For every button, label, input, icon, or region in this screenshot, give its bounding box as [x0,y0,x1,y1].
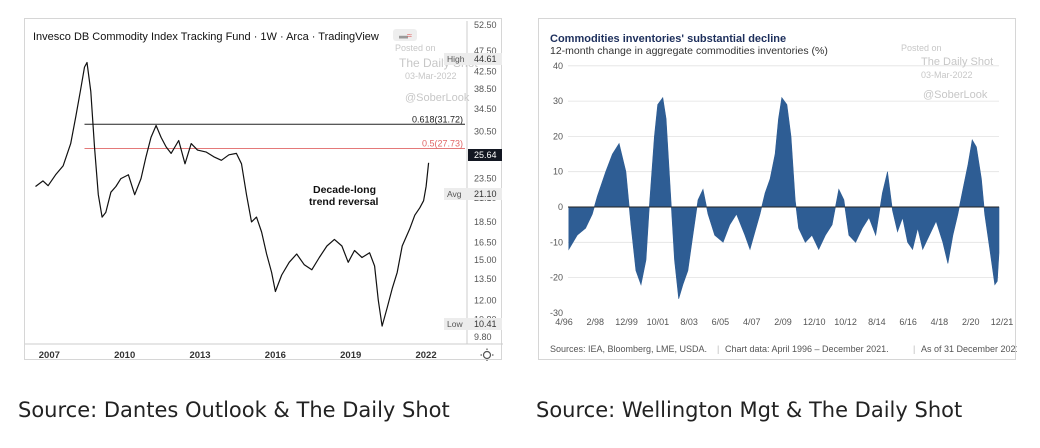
y-tick-13: 42.50 [474,66,497,76]
price-tag-label-3: Low [447,319,463,329]
footer-sources: Sources: IEA, Bloomberg, LME, USDA. [550,344,707,354]
footer-chart-data: Chart data: April 1996 – December 2021. [725,344,889,354]
y-tick-0: 40 [553,61,563,71]
x-tick-1: 2010 [114,350,135,361]
watermark-daily-shot: The Daily Shot [921,56,993,68]
x-tick-2: 2013 [189,350,210,361]
y-tick-11: 34.50 [474,104,497,114]
left-caption: Source: Dantes Outlook & The Daily Shot [18,398,450,422]
y-tick-3: 13.50 [474,274,497,284]
pane-toggle-icon[interactable]: ▬ ≈ [393,29,417,41]
y-tick-3: 10 [553,167,563,177]
price-tag-high [444,53,502,65]
x-tick-10: 8/14 [868,317,886,327]
y-tick-7: -30 [550,308,563,318]
price-tag-value-2: 21.10 [474,189,497,199]
left-watermark: Posted on The Daily Shot 03-Mar-2022 @So… [395,43,478,104]
current-price-tag [468,149,502,161]
right-chart-title: Commodities inventories' substantial dec… [550,33,786,45]
x-tick-14: 12/21 [991,317,1014,327]
x-tick-0: 2007 [39,350,60,361]
watermark-handle: @SoberLook [923,89,988,101]
price-series [35,61,430,327]
inventories-chart: Commodities inventories' substantial dec… [550,33,1017,354]
x-tick-0: 4/96 [555,317,573,327]
y-axis: 40 30 20 10 0 -10 -20 -30 [550,61,563,318]
annotation-line1: Decade-long [313,184,376,196]
price-tag-label-2: Avg [447,189,462,199]
watermark-posted-on: Posted on [395,43,436,53]
x-tick-1: 2/98 [587,317,605,327]
price-line [35,61,430,327]
x-tick-3: 10/01 [647,317,670,327]
level-label-0: 0.618(31.72) [412,114,463,124]
x-axis: 4/96 2/98 12/99 10/01 8/03 6/05 4/07 2/09 12/10 1… [555,317,1013,327]
chart-settings-icon[interactable] [480,348,494,362]
y-tick-14: 47.50 [474,46,497,56]
x-tick-12: 4/18 [931,317,949,327]
inventory-area [568,96,1000,299]
y-tick-4: 15.00 [474,255,497,265]
level-label-1: 0.5(27.73) [422,139,463,149]
price-tag-low [444,318,502,330]
price-axis: 52.509.8010.8012.0013.5015.0016.5018.502… [474,20,497,342]
watermark-date: 03-Mar-2022 [405,71,457,81]
x-tick-4: 2019 [340,350,361,361]
inventory-area-series [568,96,1000,299]
svg-text:|: | [913,344,915,354]
price-tag-label-0: High [447,54,465,64]
watermark-date: 03-Mar-2022 [921,70,973,80]
left-chart-title: Invesco DB Commodity Index Tracking Fund… [33,31,379,43]
price-chart: Invesco DB Commodity Index Tracking Fund… [25,20,503,362]
watermark-handle: @SoberLook [405,92,470,104]
y-tick-2: 12.00 [474,295,497,305]
right-watermark: Posted on The Daily Shot 03-Mar-2022 @So… [901,43,993,101]
watermark-posted-on: Posted on [901,43,942,53]
price-tags: High 44.61 25.64 Avg 21.10 Low 10.41 [444,53,502,330]
x-tick-8: 12/10 [803,317,826,327]
svg-text:|: | [717,344,719,354]
x-tick-4: 8/03 [680,317,698,327]
y-tick-12: 38.50 [474,84,497,94]
price-tag-avg [444,188,502,200]
x-tick-5: 6/05 [712,317,730,327]
x-tick-9: 10/12 [834,317,857,327]
current-price-value: 25.64 [474,150,497,160]
y-tick-top: 52.50 [474,20,497,30]
x-tick-7: 2/09 [774,317,792,327]
x-tick-2: 12/99 [615,317,638,327]
y-tick-5: -10 [550,237,563,247]
price-tag-value-3: 10.41 [474,319,497,329]
retracement-levels: 0.618(31.72) 0.5(27.73) [84,114,465,150]
svg-text:≈: ≈ [407,31,412,41]
right-caption: Source: Wellington Mgt & The Daily Shot [536,398,963,422]
x-tick-11: 6/16 [899,317,917,327]
right-chart-subtitle: 12-month change in aggregate commodities… [550,45,828,57]
x-tick-5: 2022 [415,350,436,361]
x-tick-6: 4/07 [743,317,761,327]
chart-footer: Sources: IEA, Bloomberg, LME, USDA. | Ch… [550,344,1017,354]
y-tick-10: 30.50 [474,126,497,136]
svg-text:▬: ▬ [399,31,408,41]
y-tick-8: 23.50 [474,174,497,184]
price-tag-value-0: 44.61 [474,54,497,64]
y-tick-6: -20 [550,273,563,283]
trend-annotation: Decade-long trend reversal [309,184,379,208]
y-tick-2: 20 [553,131,563,141]
left-chart-panel: Invesco DB Commodity Index Tracking Fund… [24,18,503,362]
time-axis: 2007 2010 2013 2016 2019 2022 [39,350,437,361]
y-tick-6: 18.50 [474,217,497,227]
annotation-line2: trend reversal [309,196,379,208]
y-tick-0: 9.80 [474,332,492,342]
y-tick-4: 0 [558,202,563,212]
x-tick-3: 2016 [265,350,286,361]
x-tick-13: 2/20 [962,317,980,327]
y-tick-5: 16.50 [474,238,497,248]
right-chart-panel: Commodities inventories' substantial dec… [538,18,1017,360]
y-tick-1: 30 [553,96,563,106]
footer-as-of: As of 31 December 2021. [921,344,1017,354]
